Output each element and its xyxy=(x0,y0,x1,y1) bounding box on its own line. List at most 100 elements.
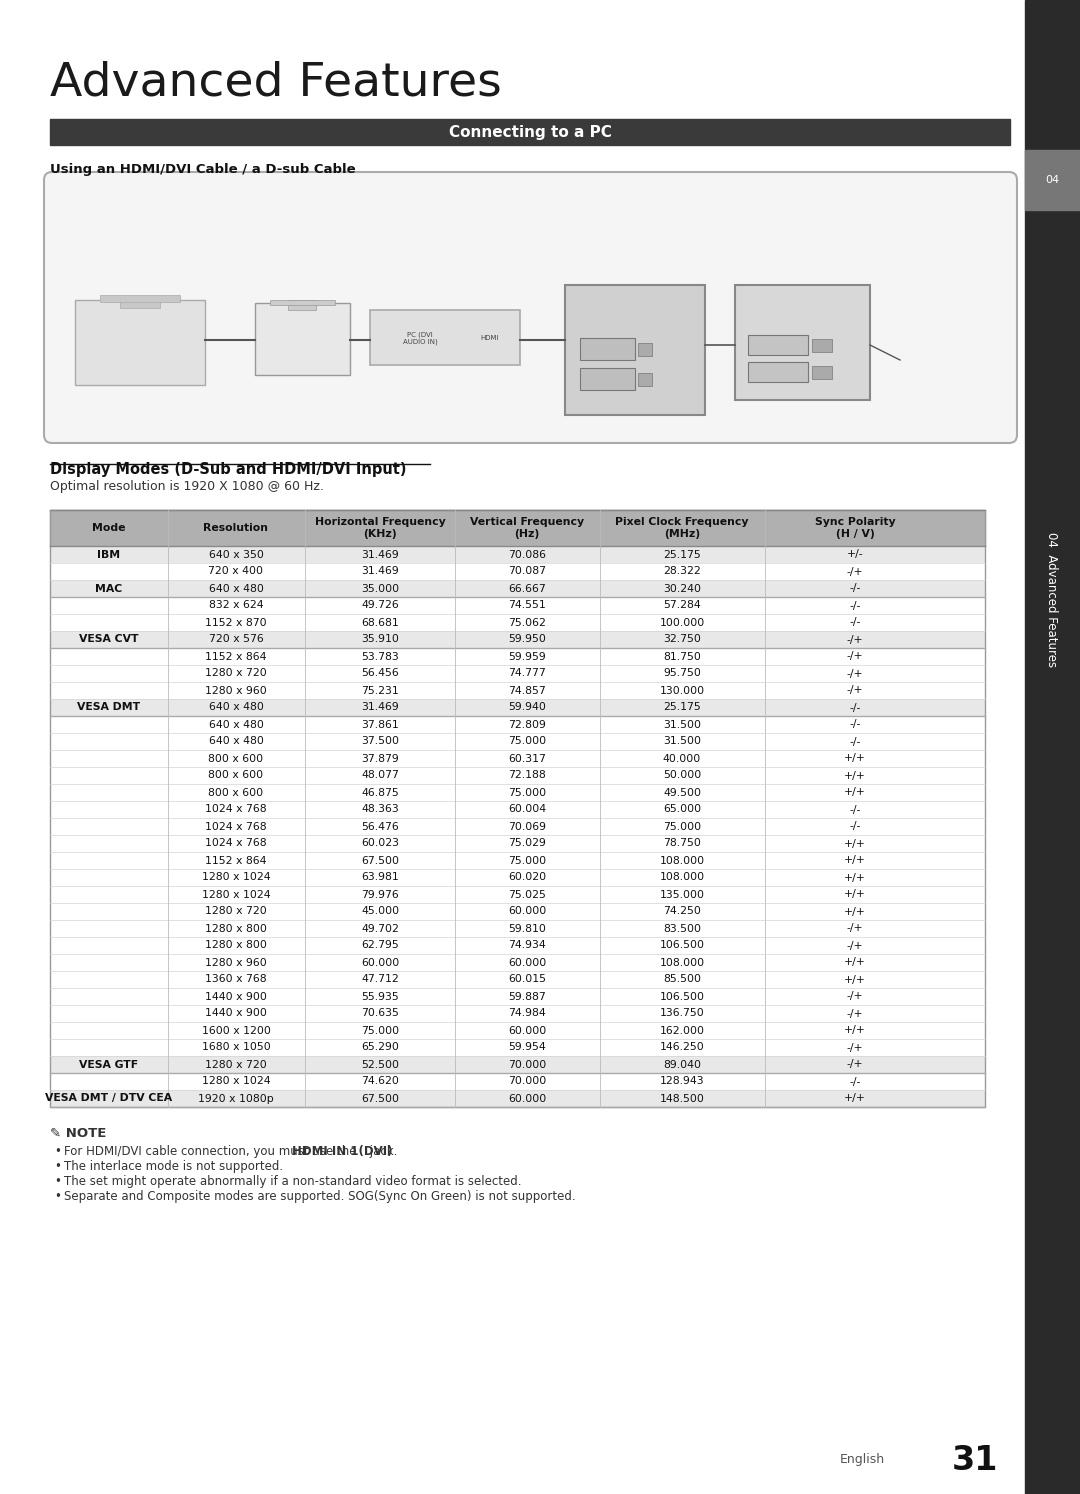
Text: 74.857: 74.857 xyxy=(508,686,545,696)
Text: +/+: +/+ xyxy=(845,907,866,916)
Text: 75.025: 75.025 xyxy=(508,889,545,899)
Text: 832 x 624: 832 x 624 xyxy=(208,601,264,611)
Text: 108.000: 108.000 xyxy=(660,958,704,968)
Bar xyxy=(812,366,832,379)
Text: VESA CVT: VESA CVT xyxy=(79,635,138,644)
Bar xyxy=(50,819,985,835)
Text: 74.777: 74.777 xyxy=(508,668,545,678)
Text: -/-: -/- xyxy=(849,617,861,627)
Bar xyxy=(735,285,870,400)
Text: 640 x 350: 640 x 350 xyxy=(208,550,264,559)
Text: 57.284: 57.284 xyxy=(663,601,701,611)
Text: 1024 x 768: 1024 x 768 xyxy=(205,838,267,849)
Text: 800 x 600: 800 x 600 xyxy=(208,771,264,780)
Bar xyxy=(50,988,985,1005)
Bar xyxy=(50,750,985,766)
Text: 59.810: 59.810 xyxy=(508,923,545,934)
Text: 72.188: 72.188 xyxy=(508,771,545,780)
Text: +/-: +/- xyxy=(847,550,863,559)
Text: 04  Advanced Features: 04 Advanced Features xyxy=(1045,532,1058,668)
Text: 1280 x 800: 1280 x 800 xyxy=(205,923,267,934)
Text: 74.934: 74.934 xyxy=(508,941,545,950)
Bar xyxy=(120,296,160,308)
Text: 60.004: 60.004 xyxy=(508,804,546,814)
Text: 75.000: 75.000 xyxy=(361,1025,400,1035)
Text: 1152 x 864: 1152 x 864 xyxy=(205,651,267,662)
Bar xyxy=(50,920,985,937)
Text: 70.086: 70.086 xyxy=(508,550,546,559)
Text: 60.020: 60.020 xyxy=(508,872,546,883)
Text: 48.077: 48.077 xyxy=(361,771,399,780)
Text: 37.500: 37.500 xyxy=(361,737,399,747)
Bar xyxy=(50,835,985,852)
Text: Optimal resolution is 1920 X 1080 @ 60 Hz.: Optimal resolution is 1920 X 1080 @ 60 H… xyxy=(50,480,324,493)
Text: -/+: -/+ xyxy=(847,668,863,678)
Text: 800 x 600: 800 x 600 xyxy=(208,787,264,798)
Bar xyxy=(565,285,705,415)
Text: 25.175: 25.175 xyxy=(663,550,701,559)
Text: 89.040: 89.040 xyxy=(663,1059,701,1070)
Bar xyxy=(1025,149,1080,211)
Text: Using an HDMI/DVI Cable / a D-sub Cable: Using an HDMI/DVI Cable / a D-sub Cable xyxy=(50,163,355,176)
Text: 49.702: 49.702 xyxy=(361,923,399,934)
Bar xyxy=(75,300,205,385)
Text: 1280 x 1024: 1280 x 1024 xyxy=(202,1077,270,1086)
Text: HDMI: HDMI xyxy=(481,335,499,341)
Bar xyxy=(270,300,335,305)
Bar xyxy=(50,580,985,598)
Text: 28.322: 28.322 xyxy=(663,566,701,577)
Text: -/+: -/+ xyxy=(847,941,863,950)
Text: 50.000: 50.000 xyxy=(663,771,701,780)
Text: -/+: -/+ xyxy=(847,686,863,696)
Text: 1920 x 1080p: 1920 x 1080p xyxy=(198,1094,274,1104)
Bar xyxy=(50,120,1010,145)
Text: 60.317: 60.317 xyxy=(508,753,545,763)
Text: 640 x 480: 640 x 480 xyxy=(208,737,264,747)
Text: The interlace mode is not supported.: The interlace mode is not supported. xyxy=(64,1159,283,1173)
Text: •: • xyxy=(54,1191,60,1203)
Text: 1280 x 960: 1280 x 960 xyxy=(205,686,267,696)
Text: +/+: +/+ xyxy=(845,753,866,763)
Text: Sync Polarity
(H / V): Sync Polarity (H / V) xyxy=(814,517,895,539)
Text: 1360 x 768: 1360 x 768 xyxy=(205,974,267,985)
Text: 32.750: 32.750 xyxy=(663,635,701,644)
Text: -/-: -/- xyxy=(849,804,861,814)
Bar xyxy=(580,368,635,390)
Text: -/+: -/+ xyxy=(847,923,863,934)
Text: -/+: -/+ xyxy=(847,1059,863,1070)
Text: 1280 x 1024: 1280 x 1024 xyxy=(202,872,270,883)
Text: 63.981: 63.981 xyxy=(361,872,399,883)
Text: Resolution: Resolution xyxy=(203,523,269,533)
Text: 146.250: 146.250 xyxy=(660,1043,704,1052)
Text: 53.783: 53.783 xyxy=(361,651,399,662)
Bar xyxy=(638,374,652,385)
Bar xyxy=(50,1005,985,1022)
Text: 60.000: 60.000 xyxy=(508,1025,546,1035)
Bar xyxy=(50,614,985,630)
Text: -/-: -/- xyxy=(849,737,861,747)
Text: 1280 x 960: 1280 x 960 xyxy=(205,958,267,968)
Text: 04: 04 xyxy=(1045,175,1059,185)
Bar xyxy=(100,294,180,302)
Text: 46.875: 46.875 xyxy=(361,787,399,798)
Bar xyxy=(748,362,808,382)
Text: 70.087: 70.087 xyxy=(508,566,546,577)
Text: 31.500: 31.500 xyxy=(663,737,701,747)
Text: Mode: Mode xyxy=(92,523,125,533)
Bar xyxy=(50,902,985,920)
Text: 37.861: 37.861 xyxy=(361,720,399,729)
Text: MAC: MAC xyxy=(95,584,123,593)
Text: -/-: -/- xyxy=(849,1077,861,1086)
Text: VESA GTF: VESA GTF xyxy=(80,1059,138,1070)
Text: -/-: -/- xyxy=(849,720,861,729)
Bar xyxy=(50,509,985,1107)
Text: 1280 x 800: 1280 x 800 xyxy=(205,941,267,950)
Bar xyxy=(50,1056,985,1073)
Bar xyxy=(50,630,985,648)
Text: 800 x 600: 800 x 600 xyxy=(208,753,264,763)
Bar xyxy=(50,665,985,681)
Text: -/+: -/+ xyxy=(847,1008,863,1019)
Bar xyxy=(50,766,985,784)
Bar xyxy=(255,303,350,375)
Text: 1280 x 720: 1280 x 720 xyxy=(205,907,267,916)
